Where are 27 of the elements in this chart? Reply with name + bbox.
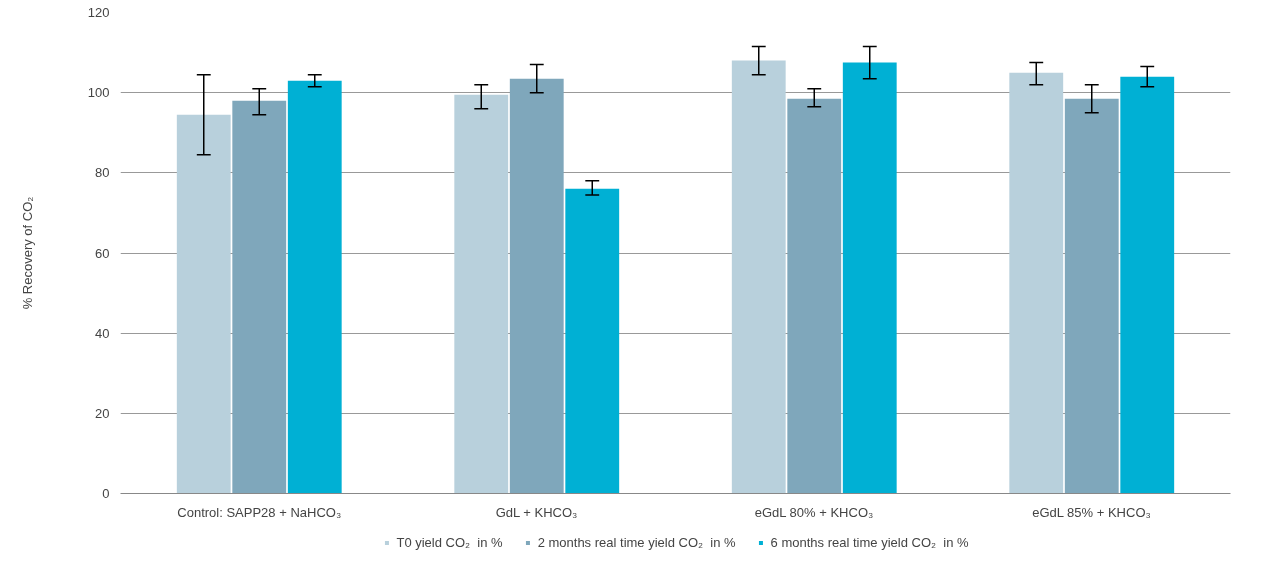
x-tick-label: eGdL 80% + KHCO₃ [754, 504, 874, 520]
bar [1120, 76, 1175, 494]
bar [176, 114, 231, 494]
y-tick-label: 0 [102, 486, 110, 501]
bar [287, 80, 342, 494]
y-tick-label: 40 [95, 325, 110, 341]
bar [509, 78, 564, 494]
y-tick-label: 100 [87, 85, 110, 101]
bar [731, 60, 786, 494]
y-tick-label: 60 [95, 245, 110, 261]
bar [787, 98, 842, 494]
y-tick-label: 80 [95, 165, 110, 181]
bar [1064, 98, 1119, 494]
bar [454, 94, 509, 494]
x-tick-label: GdL + KHCO₃ [495, 504, 578, 520]
bar [565, 188, 620, 494]
y-tick-label: 20 [95, 405, 110, 421]
y-axis-title: % Recovery of CO₂ [19, 196, 35, 310]
bar [232, 100, 287, 494]
y-tick-label: 120 [87, 5, 110, 20]
x-tick-label: eGdL 85% + KHCO₃ [1032, 504, 1151, 520]
legend-label: T0 yield CO₂ in % [396, 534, 503, 550]
bar [842, 62, 897, 494]
x-tick-label: Control: SAPP28 + NaHCO₃ [177, 504, 342, 520]
legend-label: 6 months real time yield CO₂ in % [770, 534, 969, 550]
legend-label: 2 months real time yield CO₂ in % [537, 534, 736, 550]
bar [1009, 72, 1064, 494]
